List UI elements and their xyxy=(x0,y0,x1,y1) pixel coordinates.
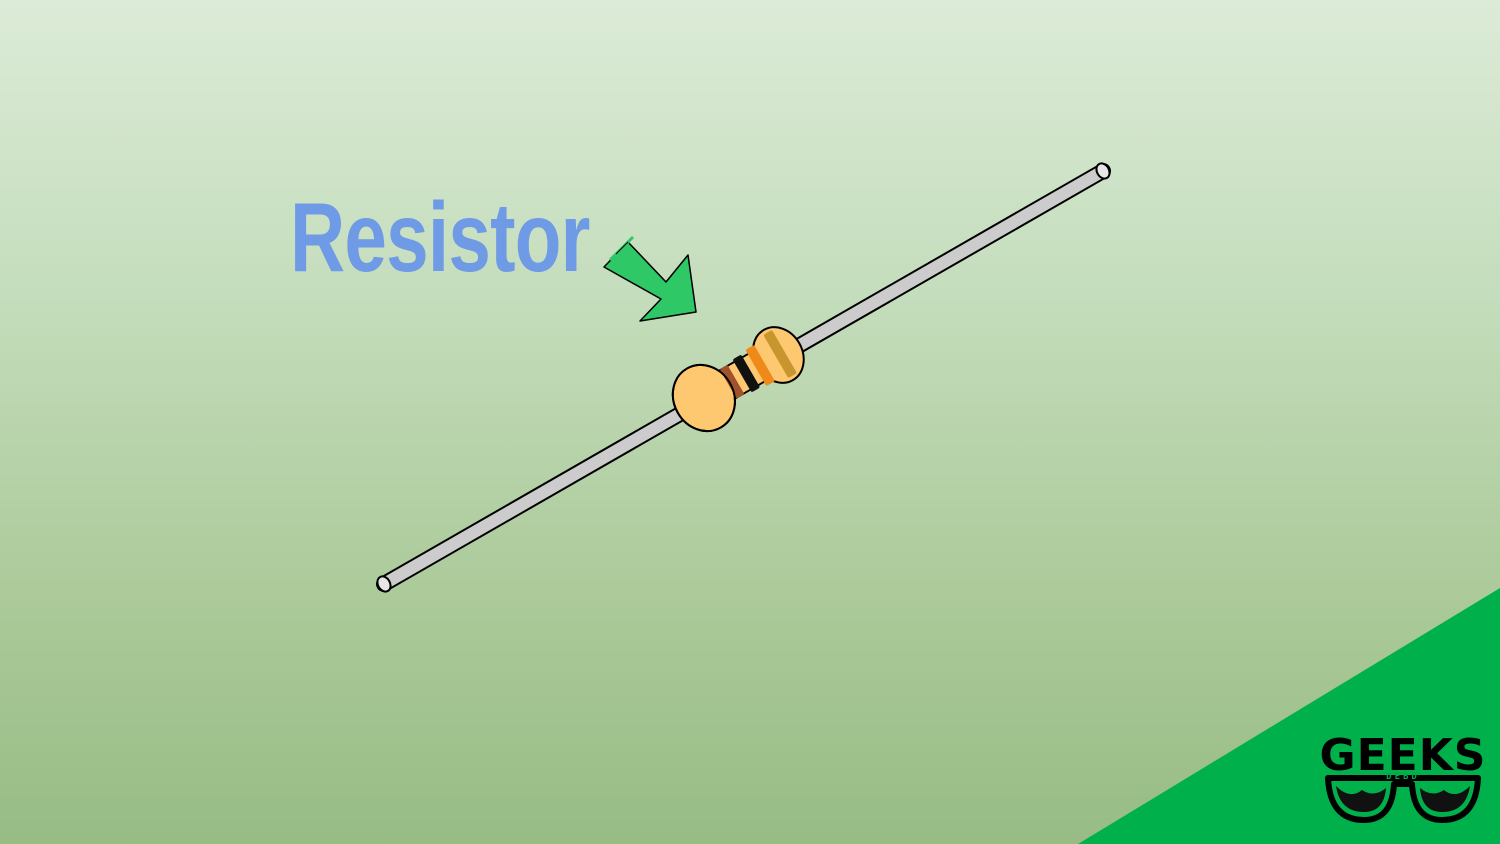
logo-text: GEEKS xyxy=(1319,730,1487,781)
band-4 xyxy=(764,330,797,378)
band-3 xyxy=(746,345,775,386)
page-title: Resistor xyxy=(290,182,590,292)
resistor-body xyxy=(671,326,805,433)
band-2 xyxy=(733,355,760,392)
geeks-logo: GEEKS DEBD xyxy=(1318,734,1488,830)
logo-subtext: DEBD xyxy=(1386,772,1420,782)
band-1 xyxy=(720,365,744,398)
arrow-icon xyxy=(603,235,697,322)
glasses-icon xyxy=(1325,775,1481,823)
